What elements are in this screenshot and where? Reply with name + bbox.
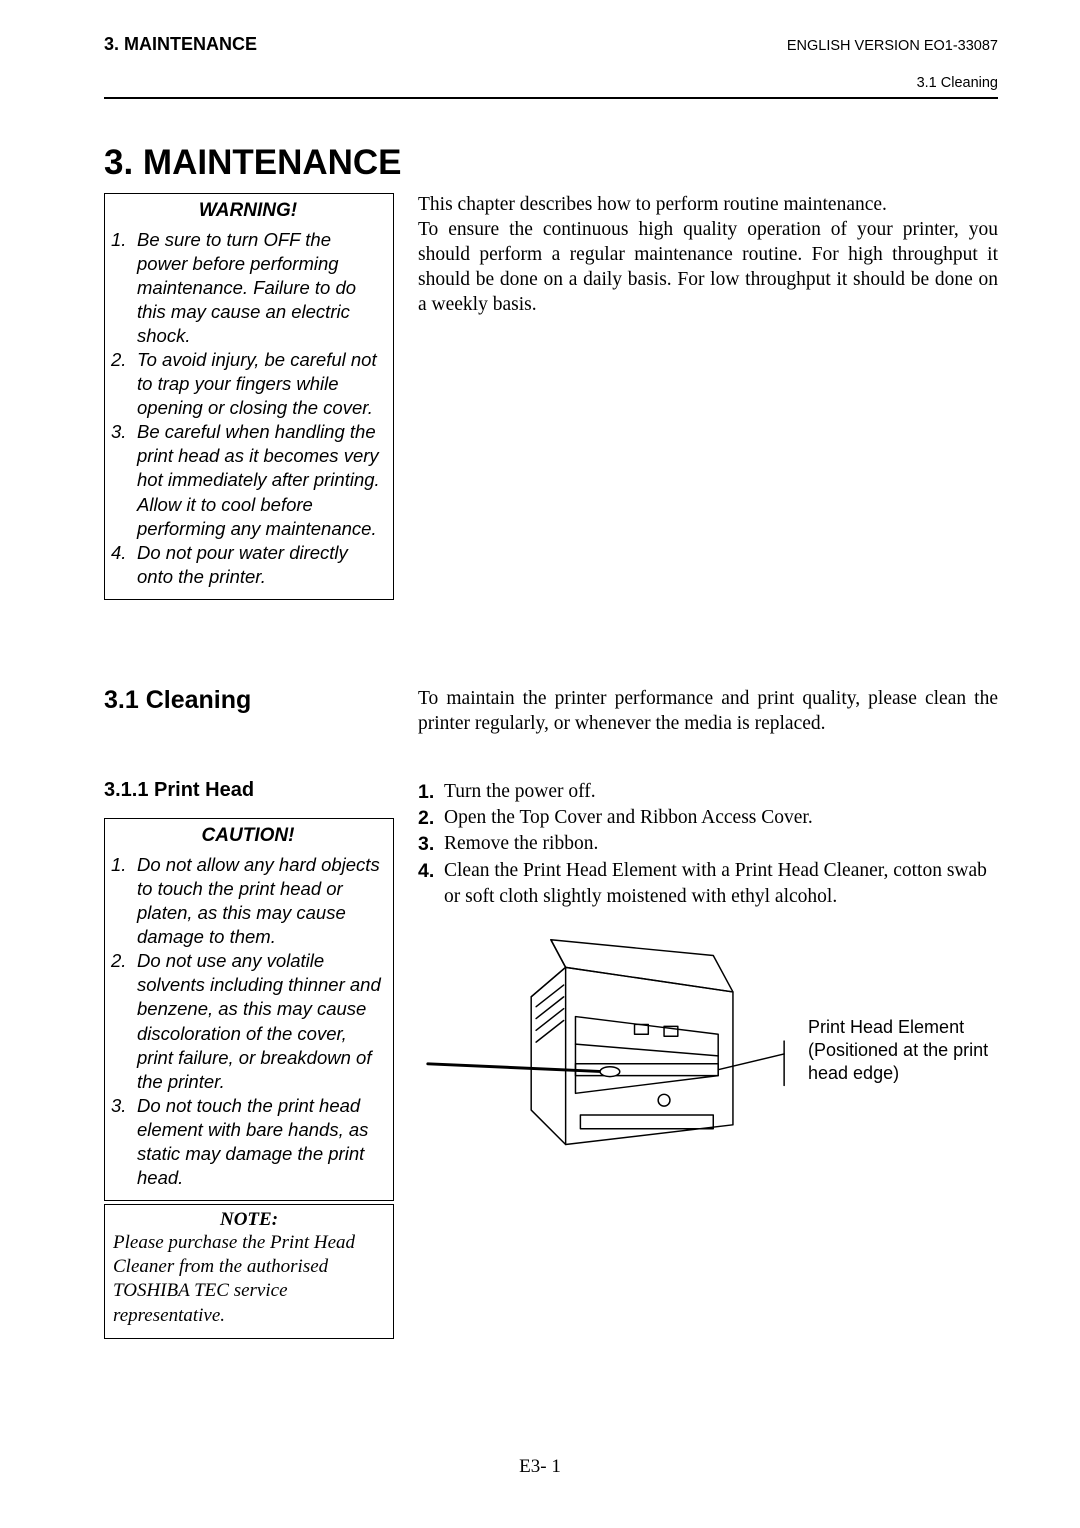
section-3-1-1-heading: 3.1.1 Print Head	[104, 779, 394, 802]
section-3-1-row: 3.1 Cleaning To maintain the printer per…	[104, 686, 998, 737]
caution-item: 2.Do not use any volatile solvents inclu…	[111, 949, 385, 1093]
chapter-intro: This chapter describes how to perform ro…	[418, 193, 998, 318]
page: 3. MAINTENANCE ENGLISH VERSION EO1-33087…	[0, 0, 1080, 1528]
page-header: 3. MAINTENANCE ENGLISH VERSION EO1-33087	[104, 34, 998, 55]
header-sub: 3.1 Cleaning	[104, 75, 998, 91]
section-3-1-1-right: 1.Turn the power off. 2.Open the Top Cov…	[418, 779, 998, 1339]
printer-illustration	[418, 936, 792, 1166]
header-left: 3. MAINTENANCE	[104, 34, 257, 55]
figure-wrap: Print Head Element (Positioned at the pr…	[418, 936, 998, 1166]
step-item: 2.Open the Top Cover and Ribbon Access C…	[418, 805, 998, 831]
step-item: 3.Remove the ribbon.	[418, 831, 998, 857]
step-item: 4.Clean the Print Head Element with a Pr…	[418, 858, 998, 910]
section-3-1-1-row: 3.1.1 Print Head CAUTION! 1.Do not allow…	[104, 779, 998, 1339]
page-footer: E3- 1	[0, 1456, 1080, 1478]
header-rule	[104, 97, 998, 99]
warning-item: 4.Do not pour water directly onto the pr…	[111, 541, 385, 589]
warning-column: WARNING! 1.Be sure to turn OFF the power…	[104, 193, 394, 600]
warning-item: 2.To avoid injury, be careful not to tra…	[111, 348, 385, 420]
chapter-title: 3. MAINTENANCE	[104, 143, 998, 183]
caution-list: 1.Do not allow any hard objects to touch…	[111, 853, 385, 1190]
chapter-intro-row: WARNING! 1.Be sure to turn OFF the power…	[104, 193, 998, 600]
caution-box: CAUTION! 1.Do not allow any hard objects…	[104, 818, 394, 1201]
note-box: NOTE: Please purchase the Print Head Cle…	[104, 1204, 394, 1339]
steps-list: 1.Turn the power off. 2.Open the Top Cov…	[418, 779, 998, 910]
warning-item: 3.Be careful when handling the print hea…	[111, 420, 385, 540]
section-3-1-heading-col: 3.1 Cleaning	[104, 686, 394, 737]
caution-title: CAUTION!	[111, 823, 385, 853]
caution-item: 3.Do not touch the print head element wi…	[111, 1094, 385, 1190]
intro-column: This chapter describes how to perform ro…	[418, 193, 998, 600]
section-3-1-1-left: 3.1.1 Print Head CAUTION! 1.Do not allow…	[104, 779, 394, 1339]
section-3-1-body: To maintain the printer performance and …	[418, 686, 998, 737]
warning-item: 1.Be sure to turn OFF the power before p…	[111, 228, 385, 348]
note-title: NOTE:	[113, 1209, 385, 1231]
header-right: ENGLISH VERSION EO1-33087	[787, 38, 998, 54]
warning-list: 1.Be sure to turn OFF the power before p…	[111, 228, 385, 589]
caution-item: 1.Do not allow any hard objects to touch…	[111, 853, 385, 949]
note-body: Please purchase the Print Head Cleaner f…	[113, 1231, 385, 1328]
section-3-1-heading: 3.1 Cleaning	[104, 686, 394, 715]
figure-callout: Print Head Element (Positioned at the pr…	[808, 1016, 998, 1086]
step-item: 1.Turn the power off.	[418, 779, 998, 805]
warning-box: WARNING! 1.Be sure to turn OFF the power…	[104, 193, 394, 600]
section-3-1-body-col: To maintain the printer performance and …	[418, 686, 998, 737]
warning-title: WARNING!	[111, 198, 385, 228]
